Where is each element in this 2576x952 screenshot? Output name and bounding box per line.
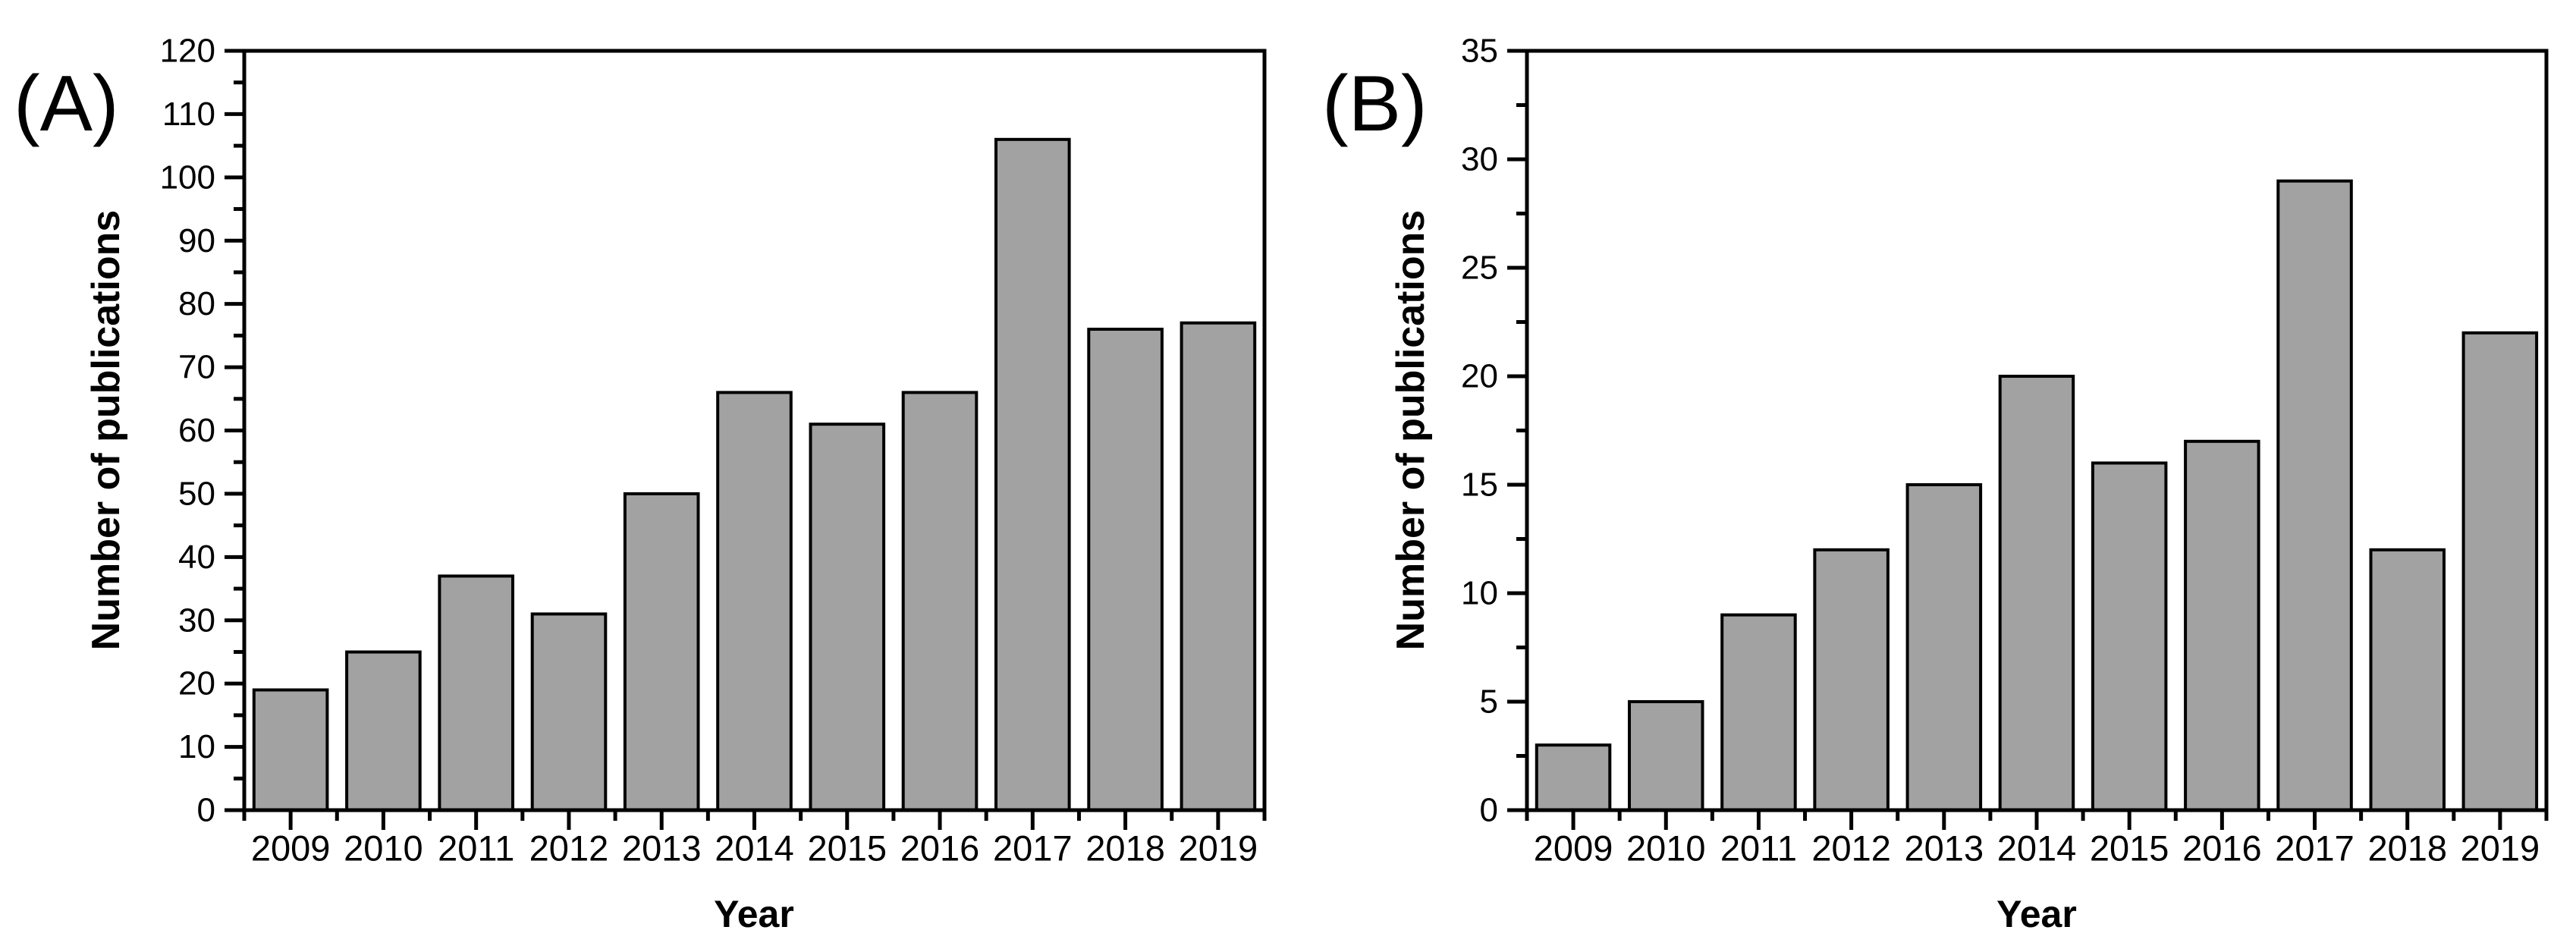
bar-2019 (2461, 331, 2539, 812)
x-tick-label: 2014 (1997, 828, 2077, 869)
bar-2009 (252, 688, 329, 812)
y-tick-label: 70 (178, 349, 215, 386)
bar-2015 (2091, 461, 2168, 812)
bar-2011 (1720, 613, 1797, 812)
y-tick-label: 50 (178, 475, 215, 512)
bar-2011 (438, 574, 515, 812)
y-tick-label: 0 (197, 792, 215, 829)
y-tick-label: 0 (1480, 792, 1498, 829)
y-tick-label: 30 (1461, 141, 1498, 178)
panel-a-x-axis-title: Year (714, 893, 794, 935)
panel-a-chart: (A) Number of publications Year 0 10 20 30 4… (14, 33, 1267, 935)
panel-b-x-axis-title: Year (1996, 893, 2077, 935)
x-tick-label: 2009 (251, 828, 331, 869)
y-tick-label: 40 (178, 539, 215, 576)
panel-a-plot-area: 0 10 20 30 40 50 60 70 80 90 100 110 120 2009 2010 2011… (160, 33, 1267, 869)
bar-2018 (1087, 328, 1164, 812)
x-tick-label: 2017 (993, 828, 1073, 869)
x-tick-label: 2016 (900, 828, 980, 869)
panel-a-tag: (A) (14, 60, 119, 148)
y-tick-label: 10 (178, 728, 215, 765)
y-tick-label: 120 (160, 33, 215, 70)
bar-2012 (530, 612, 608, 812)
x-tick-label: 2011 (438, 828, 514, 869)
bar-2015 (809, 423, 886, 812)
x-tick-label: 2012 (1811, 828, 1891, 869)
bar-2017 (994, 137, 1071, 812)
bar-2014 (1998, 375, 2075, 812)
x-tick-label: 2015 (2090, 828, 2169, 869)
panel-b-plot-area: 0 5 10 15 20 25 30 35 2009 2010 2011 2012 2013 2014 20… (1461, 33, 2549, 869)
y-tick-label: 30 (178, 602, 215, 639)
panel-b-tag: (B) (1322, 60, 1428, 148)
bar-2013 (623, 492, 700, 812)
y-tick-label: 10 (1461, 575, 1498, 612)
x-tick-label: 2016 (2182, 828, 2262, 869)
y-tick-label: 110 (162, 96, 215, 133)
x-tick-label: 2019 (1179, 828, 1258, 869)
bar-2010 (345, 650, 422, 812)
x-tick-label: 2012 (529, 828, 609, 869)
x-tick-label: 2015 (807, 828, 887, 869)
y-tick-label: 20 (178, 665, 215, 702)
y-tick-label: 5 (1480, 683, 1498, 721)
panel-b-y-axis-title: Number of publications (1389, 210, 1433, 651)
bar-2013 (1905, 483, 1983, 812)
y-tick-label: 80 (178, 285, 215, 322)
y-tick-label: 20 (1461, 358, 1498, 395)
y-tick-label: 60 (178, 412, 215, 449)
y-tick-label: 90 (178, 222, 215, 259)
panel-b-chart: (B) Number of publications Year 0 5 10 15 20… (1322, 33, 2549, 935)
x-tick-label: 2011 (1720, 828, 1797, 869)
bar-2012 (1813, 548, 1890, 812)
y-tick-label: 25 (1461, 250, 1498, 287)
x-tick-label: 2009 (1534, 828, 1613, 869)
x-tick-label: 2014 (715, 828, 794, 869)
bar-2009 (1535, 743, 1612, 812)
panel-a-y-axis-title: Number of publications (84, 210, 128, 651)
bar-2019 (1180, 321, 1257, 812)
bar-2018 (2369, 548, 2446, 812)
y-tick-label: 35 (1461, 33, 1498, 70)
x-tick-label: 2019 (2461, 828, 2540, 869)
x-tick-label: 2013 (1905, 828, 1984, 869)
bar-2016 (2184, 439, 2260, 812)
x-tick-label: 2017 (2275, 828, 2355, 869)
x-tick-label: 2010 (344, 828, 423, 869)
y-tick-label: 15 (1461, 467, 1498, 504)
y-tick-label: 100 (160, 159, 215, 196)
x-tick-label: 2018 (2367, 828, 2447, 869)
x-tick-label: 2013 (622, 828, 702, 869)
x-tick-label: 2018 (1085, 828, 1165, 869)
bar-2017 (2276, 179, 2353, 812)
bar-2010 (1628, 700, 1704, 812)
bar-2016 (901, 391, 979, 812)
x-tick-label: 2010 (1626, 828, 1706, 869)
bar-2014 (716, 391, 793, 812)
